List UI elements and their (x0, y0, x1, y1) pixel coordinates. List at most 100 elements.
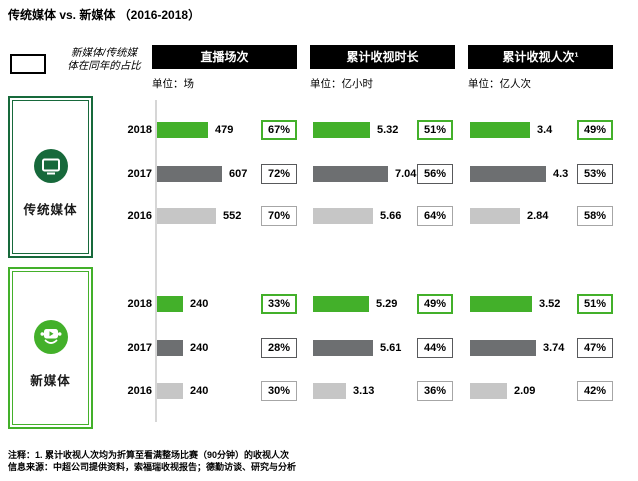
media-person-icon (33, 320, 68, 354)
bar-fill (157, 166, 222, 182)
bar-new-2017-viewers: 3.74 (470, 340, 564, 356)
bar-new-2016-hours: 3.13 (313, 383, 374, 399)
bar-value: 7.04 (395, 168, 417, 180)
column-header-sessions: 直播场次 (152, 45, 297, 69)
category-box-new-inner: 新媒体 (12, 271, 89, 425)
share-box-new-2017-hours: 44% (417, 338, 453, 358)
bar-value: 479 (215, 124, 234, 136)
year-label: 2016 (127, 385, 152, 397)
bar-value: 5.61 (380, 342, 402, 354)
bar-value: 3.13 (353, 385, 375, 397)
bar-traditional-2016-hours: 5.66 (313, 208, 401, 224)
bar-fill (470, 340, 536, 356)
year-label: 2018 (127, 124, 152, 136)
legend-line2: 体在同年的占比 (67, 60, 141, 72)
share-box-new-2018-sessions: 33% (261, 294, 297, 314)
bar-value: 240 (190, 298, 209, 310)
bar-traditional-2017-viewers: 4.3 (470, 166, 568, 182)
bar-fill (470, 166, 546, 182)
unit-viewers: 单位：亿人次 (468, 78, 531, 90)
bar-new-2016-sessions: 240 (157, 383, 208, 399)
bar-fill (157, 383, 183, 399)
legend-share-swatch (10, 54, 46, 74)
column-header-hours: 累计收视时长 (310, 45, 455, 69)
category-label-new: 新媒体 (30, 374, 71, 388)
bar-new-2017-hours: 5.61 (313, 340, 401, 356)
column-header-viewers: 累计收视人次¹ (468, 45, 613, 69)
share-box-traditional-2018-hours: 51% (417, 120, 453, 140)
share-box-new-2018-viewers: 51% (577, 294, 613, 314)
bar-traditional-2017-sessions: 607 (157, 166, 247, 182)
year-label: 2017 (127, 342, 152, 354)
bar-fill (313, 122, 370, 138)
bar-new-2018-hours: 5.29 (313, 296, 397, 312)
bar-traditional-2017-hours: 7.04 (313, 166, 416, 182)
bar-fill (157, 296, 183, 312)
bar-value: 2.84 (527, 210, 549, 222)
bar-value: 240 (190, 385, 209, 397)
tv-icon (33, 149, 68, 183)
bar-fill (470, 296, 532, 312)
bar-fill (313, 340, 373, 356)
bar-value: 240 (190, 342, 209, 354)
legend-share-label: 新媒体/传统媒 体在同年的占比 (48, 47, 160, 73)
bar-value: 5.29 (376, 298, 398, 310)
bar-traditional-2016-sessions: 552 (157, 208, 241, 224)
share-box-new-2017-sessions: 28% (261, 338, 297, 358)
category-box-traditional: 传统媒体 (8, 96, 93, 258)
bar-traditional-2018-hours: 5.32 (313, 122, 398, 138)
bar-fill (157, 208, 216, 224)
bar-fill (313, 296, 369, 312)
category-label-traditional: 传统媒体 (23, 203, 78, 217)
share-box-traditional-2018-viewers: 49% (577, 120, 613, 140)
bar-fill (470, 122, 530, 138)
year-label: 2017 (127, 168, 152, 180)
share-box-new-2016-hours: 36% (417, 381, 453, 401)
share-box-traditional-2016-viewers: 58% (577, 206, 613, 226)
bar-new-2016-viewers: 2.09 (470, 383, 535, 399)
bar-fill (313, 383, 346, 399)
share-box-new-2016-viewers: 42% (577, 381, 613, 401)
share-box-new-2016-sessions: 30% (261, 381, 297, 401)
share-box-new-2018-hours: 49% (417, 294, 453, 314)
bar-fill (313, 166, 388, 182)
year-label: 2018 (127, 298, 152, 310)
year-axis-line (155, 100, 157, 422)
unit-sessions: 单位：场 (152, 78, 194, 90)
category-box-traditional-inner: 传统媒体 (12, 100, 89, 254)
bar-traditional-2016-viewers: 2.84 (470, 208, 548, 224)
share-box-traditional-2017-hours: 56% (417, 164, 453, 184)
bar-fill (157, 340, 183, 356)
bar-fill (470, 208, 520, 224)
bar-value: 5.32 (377, 124, 399, 136)
bar-value: 4.3 (553, 168, 569, 180)
share-box-new-2017-viewers: 47% (577, 338, 613, 358)
bar-value: 607 (229, 168, 248, 180)
bar-new-2017-sessions: 240 (157, 340, 208, 356)
bar-value: 3.4 (537, 124, 553, 136)
bar-value: 2.09 (514, 385, 536, 397)
share-box-traditional-2016-sessions: 70% (261, 206, 297, 226)
share-box-traditional-2018-sessions: 67% (261, 120, 297, 140)
bar-traditional-2018-viewers: 3.4 (470, 122, 552, 138)
legend-line1: 新媒体/传统媒 (71, 47, 137, 59)
category-box-new: 新媒体 (8, 267, 93, 429)
bar-fill (313, 208, 373, 224)
bar-new-2018-sessions: 240 (157, 296, 208, 312)
share-box-traditional-2017-viewers: 53% (577, 164, 613, 184)
share-box-traditional-2017-sessions: 72% (261, 164, 297, 184)
footnote-note: 注释：1. 累计收视人次均为折算至看满整场比赛（90分钟）的收视人次 (8, 450, 290, 460)
bar-value: 5.66 (380, 210, 402, 222)
page-title: 传统媒体 vs. 新媒体 （2016-2018） (8, 8, 201, 22)
unit-hours: 单位：亿小时 (310, 78, 373, 90)
bar-traditional-2018-sessions: 479 (157, 122, 233, 138)
footnote-source: 信息来源：中超公司提供资料，索福瑞收视报告；德勤访谈、研究与分析 (8, 462, 297, 472)
bar-value: 552 (223, 210, 242, 222)
year-label: 2016 (127, 210, 152, 222)
bar-fill (470, 383, 507, 399)
share-box-traditional-2016-hours: 64% (417, 206, 453, 226)
bar-value: 3.74 (543, 342, 565, 354)
bar-new-2018-viewers: 3.52 (470, 296, 560, 312)
bar-fill (157, 122, 208, 138)
